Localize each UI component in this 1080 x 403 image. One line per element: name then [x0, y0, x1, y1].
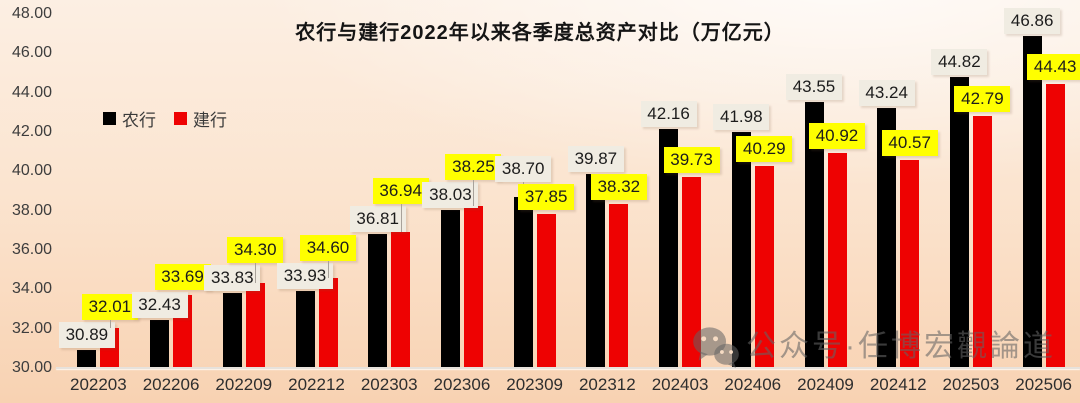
- data-label-jianhang-202412: 40.57: [881, 130, 938, 157]
- data-label-jianhang-202309: 37.85: [518, 183, 575, 210]
- bar-nonghang-202306: [440, 210, 460, 368]
- data-label-nonghang-202206: 32.43: [131, 292, 188, 319]
- y-axis-tick: 30.00: [11, 359, 52, 376]
- x-axis-label-202206: 202206: [142, 375, 200, 394]
- y-axis-tick: 44.00: [11, 83, 52, 101]
- bar-nonghang-202206: [150, 320, 170, 368]
- y-axis-tick: 32.00: [11, 319, 52, 337]
- x-axis-label-202506: 202506: [1015, 375, 1072, 394]
- chart-title: 农行与建行2022年以来各季度总资产对比（万亿元）: [295, 22, 785, 44]
- bar-nonghang-202403: [659, 128, 679, 368]
- data-label-jianhang-202212: 34.60: [300, 234, 356, 261]
- data-label-nonghang-202212: 33.93: [277, 262, 333, 289]
- bar-jianhang-202506: [1045, 84, 1065, 368]
- bar-nonghang-202409: [804, 101, 824, 368]
- bar-jianhang-202212: [318, 277, 338, 368]
- y-axis-tick: 34.00: [11, 280, 52, 298]
- bar-nonghang-202312: [586, 173, 606, 368]
- data-label-nonghang-202306: 38.03: [422, 182, 479, 209]
- data-label-jianhang-202303: 36.94: [372, 178, 429, 205]
- data-label-jianhang-202406: 40.29: [736, 135, 793, 162]
- legend-item-jianhang: 建行: [174, 106, 227, 131]
- leader-line: [473, 180, 475, 206]
- data-label-jianhang-202403: 39.73: [663, 146, 720, 173]
- x-axis-label-202409: 202409: [797, 375, 854, 394]
- y-axis-tick: 42.00: [11, 123, 52, 140]
- bar-nonghang-202303: [368, 234, 388, 368]
- x-axis-label-202309: 202309: [506, 375, 563, 394]
- bar-jianhang-202409: [827, 153, 847, 368]
- data-label-jianhang-202209: 34.30: [227, 236, 284, 263]
- bar-nonghang-202503: [949, 76, 969, 368]
- bar-jianhang-202412: [900, 160, 920, 368]
- y-axis-tick: 40.00: [11, 162, 52, 180]
- legend-item-nonghang: 农行: [103, 106, 156, 131]
- bar-jianhang-202406: [754, 165, 774, 368]
- data-label-nonghang-202506: 46.86: [1004, 8, 1061, 35]
- data-label-nonghang-202209: 33.83: [204, 264, 261, 291]
- data-label-jianhang-202206: 33.69: [154, 264, 211, 291]
- y-axis-tick: 46.00: [11, 44, 52, 62]
- x-axis-label-202503: 202503: [942, 375, 1000, 394]
- bar-jianhang-202503: [972, 116, 992, 368]
- data-label-nonghang-202303: 36.81: [349, 206, 406, 233]
- y-axis-tick: 36.00: [11, 241, 52, 258]
- data-label-nonghang-202203: 30.89: [58, 322, 115, 349]
- x-axis-label-202212: 202212: [288, 375, 345, 394]
- data-label-nonghang-202412: 43.24: [858, 79, 915, 106]
- data-label-nonghang-202309: 38.70: [495, 155, 552, 182]
- x-axis-label-202412: 202412: [869, 375, 927, 394]
- bar-jianhang-202312: [609, 204, 629, 368]
- bar-jianhang-202403: [682, 176, 702, 368]
- bar-nonghang-202209: [222, 292, 242, 368]
- data-label-jianhang-202306: 38.25: [445, 154, 502, 181]
- legend-label-jianhang: 建行: [193, 111, 227, 130]
- bar-jianhang-202306: [463, 205, 483, 368]
- data-label-jianhang-202409: 40.92: [809, 123, 865, 150]
- legend-swatch-nonghang: [103, 112, 116, 125]
- leader-line: [328, 260, 329, 278]
- x-axis-label-202306: 202306: [433, 375, 491, 394]
- x-axis-label-202403: 202403: [651, 375, 709, 394]
- x-axis: 202203 202206 202209 202212 202303 202306 2023…: [62, 375, 1080, 399]
- legend: 农行 建行: [103, 106, 227, 131]
- x-axis-label-202209: 202209: [215, 375, 273, 394]
- bar-nonghang-202412: [877, 107, 897, 368]
- data-label-jianhang-202203: 32.01: [81, 294, 138, 321]
- bar-jianhang-202209: [245, 283, 265, 368]
- data-label-jianhang-202503: 42.79: [954, 86, 1011, 113]
- bar-jianhang-202303: [391, 231, 411, 368]
- data-label-nonghang-202403: 42.16: [640, 100, 697, 127]
- bar-nonghang-202309: [513, 196, 533, 368]
- y-axis: 30.00 32.00 34.00 36.00 38.00 40.00 42.00 44.00…: [0, 5, 52, 376]
- data-label-nonghang-202312: 39.87: [567, 145, 624, 172]
- y-axis-tick: 48.00: [11, 5, 52, 22]
- leader-line: [109, 320, 111, 329]
- legend-swatch-jianhang: [174, 112, 187, 125]
- bar-jianhang-202309: [536, 213, 556, 368]
- bar-nonghang-202212: [295, 290, 315, 368]
- plot-area: 30.89 32.01 32.43 33.69 33.83 34.30 33.93 34.60…: [58, 8, 1080, 368]
- leader-line: [400, 204, 402, 232]
- leader-line: [255, 262, 257, 284]
- data-label-nonghang-202503: 44.82: [931, 48, 988, 75]
- x-axis-label-202203: 202203: [69, 375, 127, 394]
- y-axis-tick: 38.00: [11, 201, 52, 219]
- x-axis-label-202303: 202303: [360, 375, 418, 394]
- data-label-nonghang-202406: 41.98: [713, 104, 770, 131]
- data-label-nonghang-202409: 43.55: [786, 73, 842, 100]
- data-label-jianhang-202312: 38.32: [590, 174, 647, 201]
- x-axis-label-202406: 202406: [724, 375, 782, 394]
- x-axis-label-202312: 202312: [578, 375, 636, 394]
- data-label-jianhang-202506: 44.43: [1027, 54, 1080, 81]
- x-axis-line: [56, 367, 1080, 369]
- bar-nonghang-202406: [731, 132, 751, 368]
- legend-label-nonghang: 农行: [122, 111, 156, 130]
- bar-nonghang-202203: [77, 350, 97, 368]
- bar-nonghang-202506: [1022, 36, 1042, 368]
